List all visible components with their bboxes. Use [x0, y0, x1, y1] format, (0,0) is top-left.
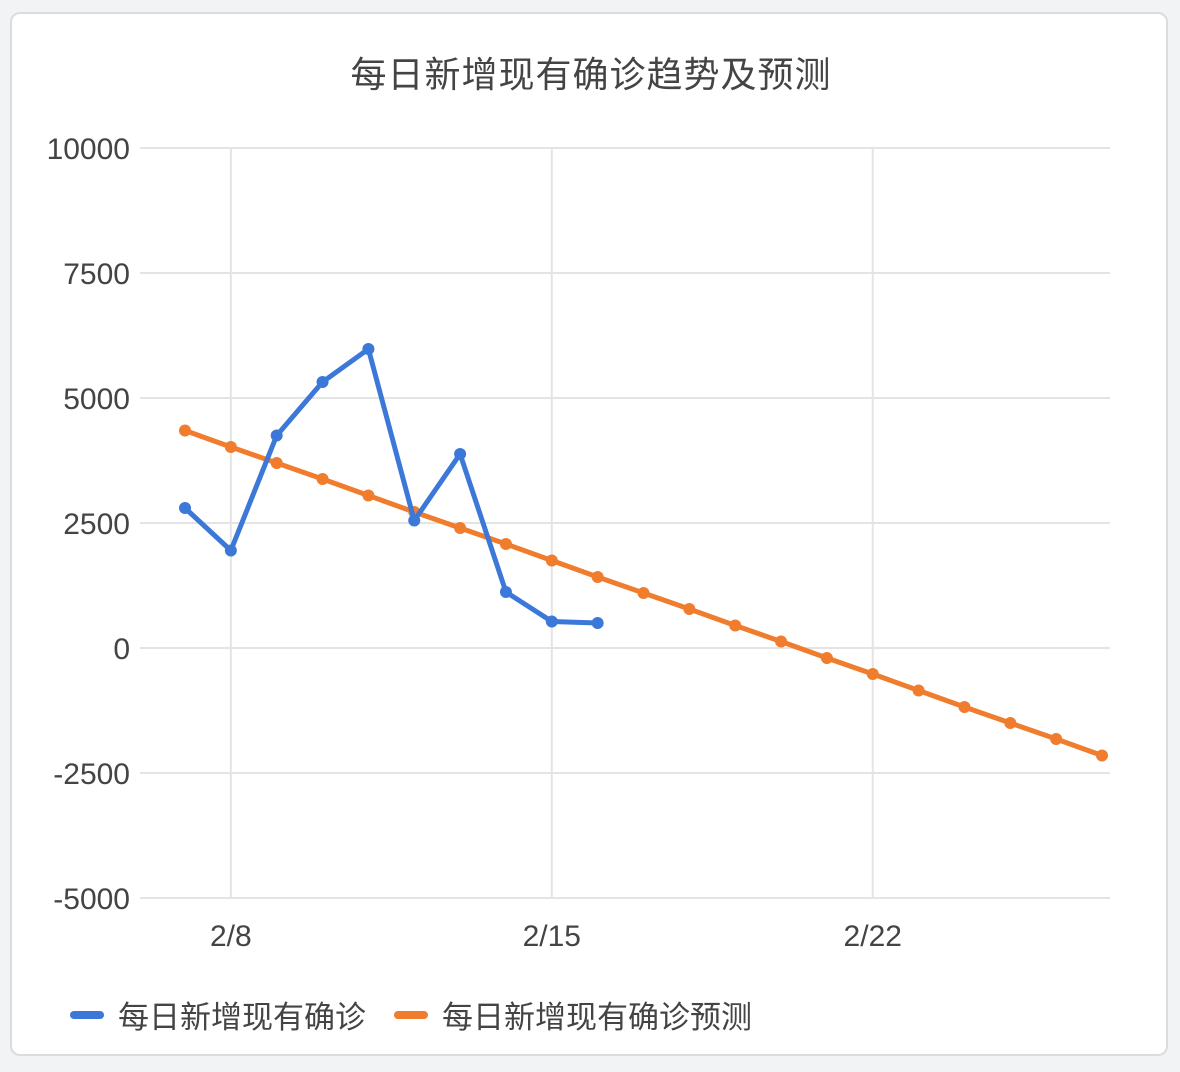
data-point-actual: [316, 376, 329, 388]
data-point-forecast: [729, 619, 742, 632]
data-point-actual: [454, 448, 467, 460]
y-tick-label: 5000: [63, 383, 130, 416]
legend-item-actual[interactable]: 每日新增现有确诊: [70, 992, 366, 1037]
data-point-forecast: [912, 684, 925, 697]
line-chart: 10000 7500 5000 2500 0 -2500 -5000 2/8 2/15 2/22: [47, 133, 1110, 953]
data-point-forecast: [362, 489, 375, 502]
legend-swatch-forecast: [394, 1010, 428, 1019]
chart-title: 每日新增现有确诊趋势及预测: [350, 55, 832, 96]
y-tick-label: 0: [113, 633, 130, 666]
y-tick-label: 10000: [47, 133, 130, 166]
y-tick-label: -5000: [53, 883, 130, 916]
data-point-forecast: [637, 587, 650, 599]
series-line-actual: [182, 346, 601, 626]
data-point-forecast: [958, 701, 971, 713]
data-point-actual: [499, 586, 512, 598]
data-point-forecast: [1096, 749, 1108, 762]
data-point-forecast: [1004, 717, 1017, 729]
data-point-forecast: [499, 538, 512, 550]
data-point-forecast: [270, 457, 283, 469]
y-tick-label: 7500: [63, 258, 130, 291]
legend-label-forecast: 每日新增现有确诊预测: [442, 1000, 752, 1036]
data-point-forecast: [820, 652, 833, 664]
legend-swatch-actual: [70, 1010, 104, 1019]
data-point-forecast: [591, 571, 604, 583]
data-point-actual: [362, 343, 375, 355]
chart-legend: 每日新增现有确诊 每日新增现有确诊预测: [70, 992, 780, 1037]
data-point-forecast: [545, 554, 558, 567]
x-tick-label: 2/15: [523, 920, 581, 953]
data-point-forecast: [866, 668, 879, 680]
x-tick-label: 2/22: [844, 920, 902, 953]
data-point-actual: [270, 429, 283, 442]
data-point-forecast: [224, 441, 237, 453]
legend-item-forecast[interactable]: 每日新增现有确诊预测: [394, 992, 752, 1037]
chart-card: 每日新增现有确诊趋势及预测 10000 7500 5000 2500 0 -2500 -50…: [10, 12, 1168, 1056]
data-point-forecast: [316, 473, 329, 485]
legend-label-actual: 每日新增现有确诊: [118, 1000, 366, 1036]
data-point-forecast: [1050, 733, 1063, 745]
data-point-actual: [591, 617, 604, 629]
data-point-forecast: [775, 635, 788, 648]
data-point-actual: [224, 544, 237, 557]
data-point-actual: [179, 502, 191, 514]
data-point-actual: [545, 615, 558, 628]
data-point-forecast: [683, 603, 696, 615]
data-point-actual: [408, 514, 421, 527]
x-tick-label: 2/8: [210, 920, 252, 953]
y-tick-label: -2500: [53, 758, 130, 791]
data-point-forecast: [179, 424, 191, 437]
y-tick-label: 2500: [63, 508, 130, 541]
data-point-forecast: [454, 522, 467, 534]
